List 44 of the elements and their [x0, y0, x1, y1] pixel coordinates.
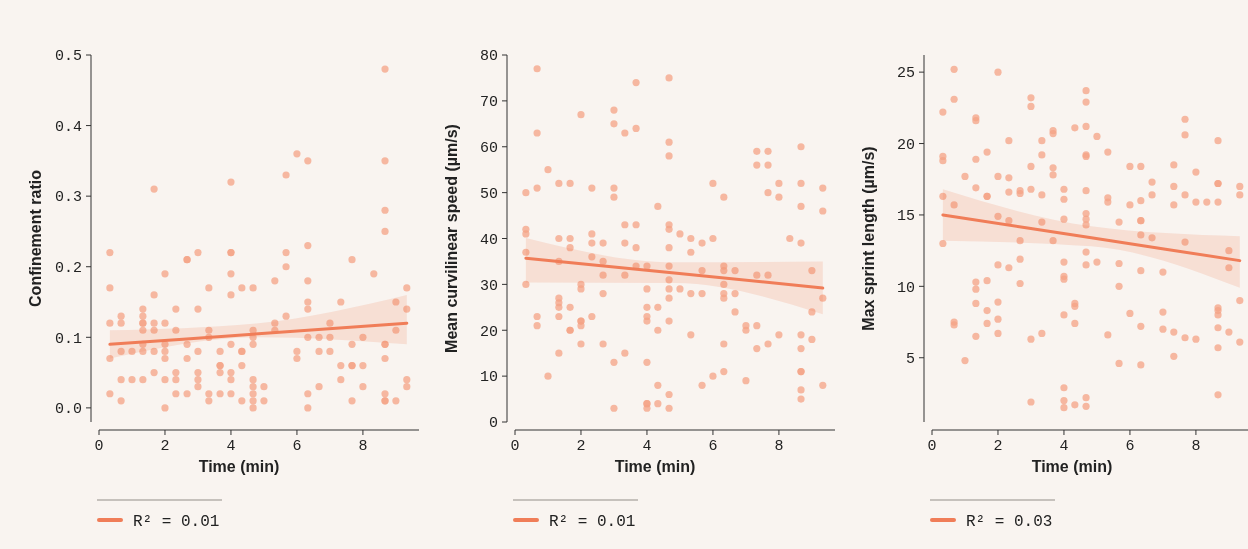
x-tick-label: 0	[927, 438, 937, 455]
legend-label: R² = 0.01	[549, 512, 636, 531]
y-tick-label: 25	[896, 65, 915, 83]
x-axis-title: Time (min)	[198, 458, 280, 475]
y-tick-label: 0.2	[54, 259, 82, 277]
y-tick-label: 0.1	[54, 330, 82, 348]
y-tick-label: 0	[488, 415, 498, 433]
x-tick-label: 8	[358, 438, 368, 455]
x-tick-label: 6	[292, 438, 302, 455]
x-axis-title: Time (min)	[614, 458, 696, 475]
y-tick-label: 70	[479, 94, 498, 112]
y-tick-label: 30	[479, 277, 498, 295]
y-tick-label: 50	[479, 185, 498, 203]
y-tick-label: 10	[896, 279, 915, 297]
y-tick-label: 10	[479, 369, 498, 387]
y-tick-label: 60	[479, 140, 498, 157]
x-tick-label: 2	[160, 438, 170, 455]
y-tick-label: 5	[905, 350, 915, 368]
y-axis-title: Confinement ratio	[27, 169, 44, 307]
y-tick-label: 20	[896, 136, 915, 154]
x-tick-label: 0	[94, 438, 104, 455]
x-tick-label: 0	[510, 438, 520, 455]
x-tick-label: 4	[1059, 438, 1069, 455]
x-tick-label: 2	[993, 438, 1003, 455]
x-tick-label: 4	[226, 438, 236, 455]
legend-label: R² = 0.01	[133, 512, 220, 531]
x-tick-label: 6	[1125, 438, 1135, 455]
y-tick-label: 0.4	[54, 118, 82, 136]
y-tick-label: 40	[479, 231, 498, 249]
y-tick-label: 0.5	[54, 48, 82, 66]
x-tick-label: 2	[576, 438, 586, 455]
y-tick-label: 15	[896, 208, 915, 226]
x-tick-label: 8	[1191, 438, 1201, 455]
x-axis-title: Time (min)	[1031, 458, 1113, 475]
y-tick-label: 20	[479, 323, 498, 341]
x-tick-label: 6	[708, 438, 718, 455]
x-tick-label: 8	[774, 438, 784, 455]
legend-label: R² = 0.03	[966, 512, 1053, 531]
x-tick-label: 4	[642, 438, 652, 455]
y-axis-title: Max sprint length (µm/s)	[860, 146, 877, 331]
y-tick-label: 80	[479, 48, 498, 66]
y-tick-label: 0.0	[54, 401, 82, 419]
y-tick-label: 0.3	[54, 189, 82, 207]
y-axis-title: Mean curvilinear speed (µm/s)	[443, 124, 460, 353]
